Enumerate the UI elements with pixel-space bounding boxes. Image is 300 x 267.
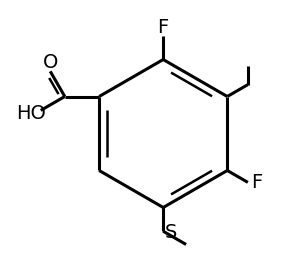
Text: F: F: [251, 173, 262, 192]
Text: O: O: [43, 53, 58, 72]
Text: F: F: [158, 18, 169, 37]
Text: S: S: [165, 223, 177, 242]
Text: HO: HO: [16, 104, 46, 123]
